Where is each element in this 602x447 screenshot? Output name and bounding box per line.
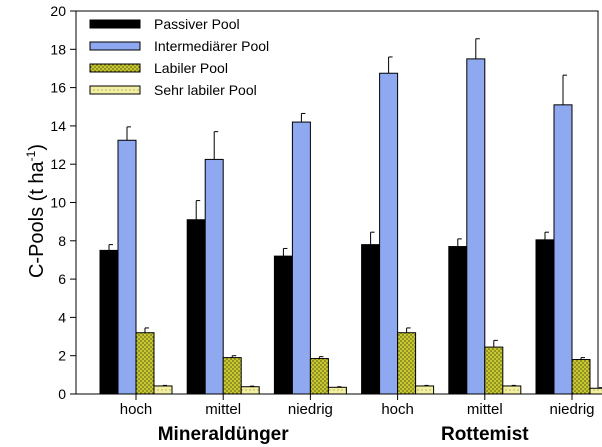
bar <box>117 139 137 395</box>
bar <box>361 244 381 395</box>
bar <box>415 385 435 395</box>
bar <box>502 385 522 395</box>
bar <box>327 386 347 395</box>
x-tick-label: niedrig <box>549 401 594 418</box>
group-label: Rottemist <box>441 424 529 445</box>
legend-swatch <box>89 41 141 51</box>
legend: Passiver Pool Intermediärer Pool Labiler P… <box>89 16 269 98</box>
bar <box>448 246 468 395</box>
bar <box>553 104 573 395</box>
y-tick-label: 12 <box>50 156 66 172</box>
x-tick-label: mittel <box>205 401 241 418</box>
y-tick-label: 18 <box>50 41 66 57</box>
y-tick-label: 16 <box>50 80 66 96</box>
legend-swatch <box>89 63 141 73</box>
legend-label: Intermediärer Pool <box>154 38 269 54</box>
y-tick-label: 14 <box>50 118 66 134</box>
bar <box>99 249 119 395</box>
bar <box>135 332 155 395</box>
bar <box>379 72 399 395</box>
legend-swatch <box>89 85 141 95</box>
bar <box>571 359 591 395</box>
bar <box>466 58 486 395</box>
bar <box>397 332 417 395</box>
legend-label: Labiler Pool <box>154 60 228 76</box>
bar <box>484 346 504 395</box>
y-tick-label: 10 <box>50 195 66 211</box>
bar <box>273 255 293 395</box>
bar <box>240 386 260 395</box>
y-tick-label: 0 <box>58 386 66 402</box>
bar <box>153 385 173 395</box>
y-tick-label: 8 <box>58 233 66 249</box>
bar <box>204 158 224 395</box>
bar <box>186 219 206 395</box>
x-tick-label: hoch <box>120 401 153 418</box>
bar <box>309 358 329 395</box>
legend-swatch <box>89 19 141 29</box>
legend-label: Passiver Pool <box>154 16 240 32</box>
legend-label: Sehr labiler Pool <box>154 82 257 98</box>
y-tick-label: 20 <box>50 3 66 19</box>
y-tick-label: 2 <box>58 348 66 364</box>
group-label: Mineraldünger <box>158 424 290 445</box>
x-tick-label: hoch <box>381 401 414 418</box>
x-tick-label: mittel <box>467 401 503 418</box>
bar <box>291 121 311 395</box>
bar <box>535 239 555 395</box>
y-tick-label: 4 <box>58 309 66 325</box>
bar <box>222 357 242 395</box>
y-axis-label: C-Pools (t ha-1) <box>24 144 48 278</box>
bar <box>589 387 602 395</box>
x-tick-label: niedrig <box>288 401 333 418</box>
y-tick-label: 6 <box>58 271 66 287</box>
